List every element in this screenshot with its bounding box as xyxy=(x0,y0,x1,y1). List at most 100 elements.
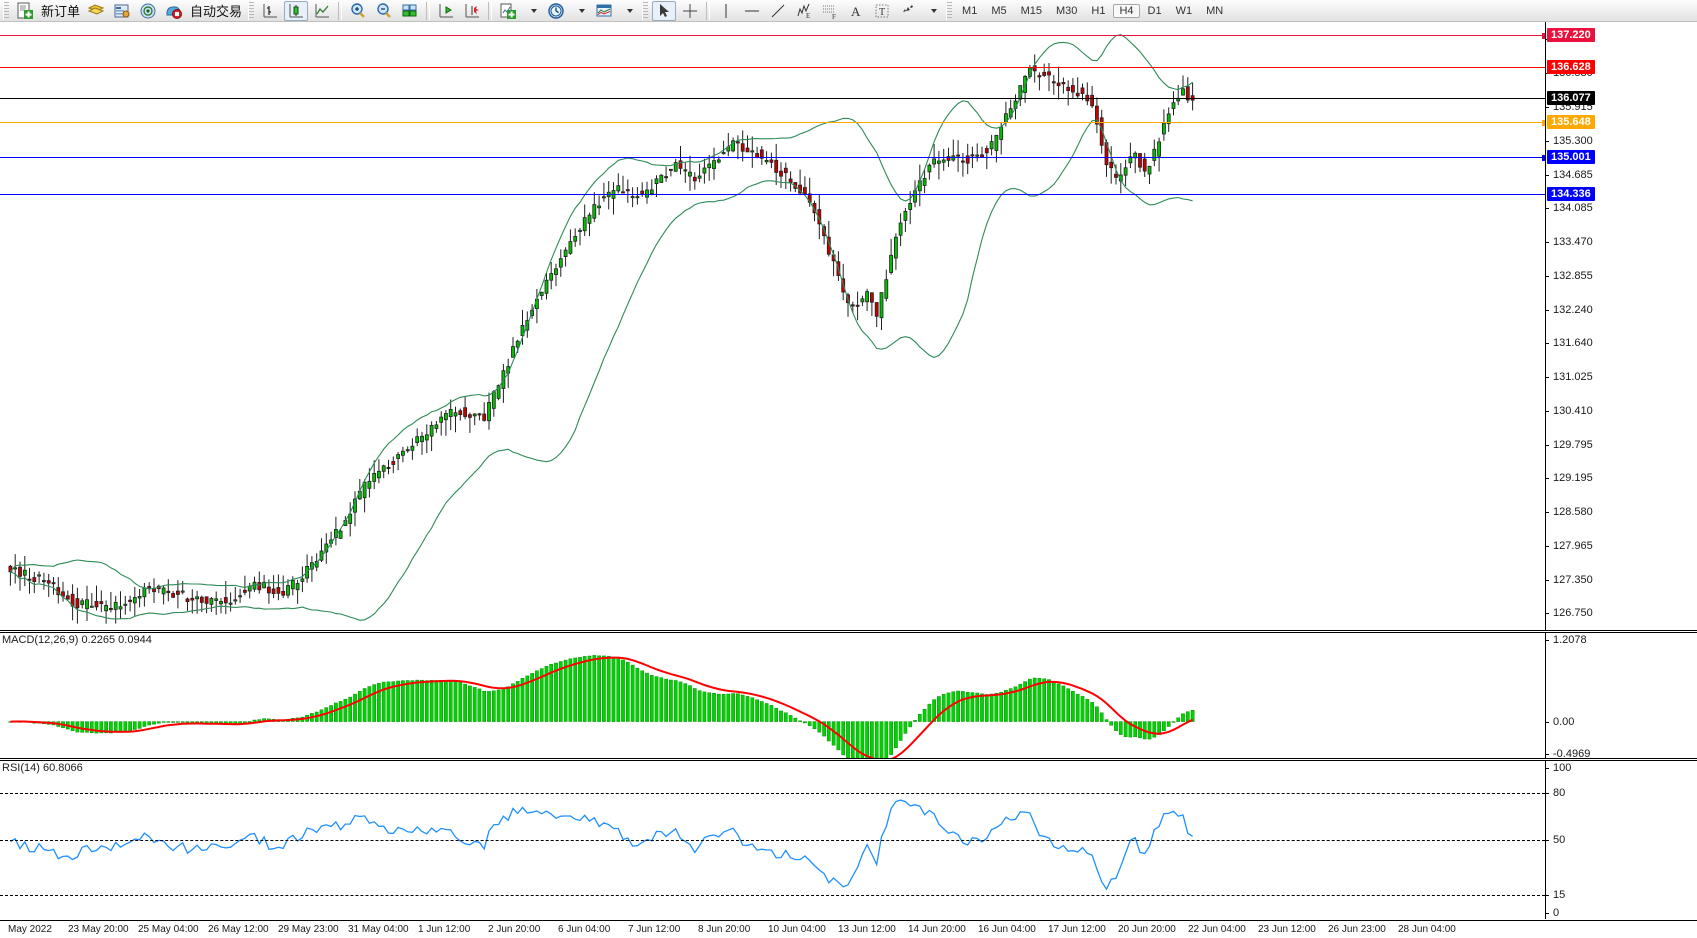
macd-tick-label: 0.00 xyxy=(1553,715,1575,728)
time-axis-label: 17 Jun 12:00 xyxy=(1048,924,1106,935)
price-level-tag[interactable]: 137.220 xyxy=(1547,27,1595,42)
rsi-plot-area[interactable] xyxy=(0,761,1545,919)
price-level-tag[interactable]: 136.628 xyxy=(1547,60,1595,75)
bar-chart-icon[interactable] xyxy=(258,1,282,21)
price-level-line[interactable] xyxy=(0,67,1545,69)
main-toolbar: 新订单 自动交易 xyxy=(0,0,1697,22)
price-level-line[interactable] xyxy=(0,155,1545,162)
rsi-tick xyxy=(1545,768,1549,769)
new-order-label[interactable]: 新订单 xyxy=(41,4,81,19)
price-tick-label: 126.750 xyxy=(1553,607,1593,620)
crosshair-icon[interactable] xyxy=(678,1,702,21)
timeframe-m5[interactable]: M5 xyxy=(991,5,1007,17)
elliott-wave-icon[interactable]: E xyxy=(792,1,816,21)
toolbar-separator-1 xyxy=(338,1,343,20)
time-axis-label: 8 Jun 20:00 xyxy=(698,924,751,935)
toolbar-separator-2 xyxy=(426,1,431,20)
timeframe-w1[interactable]: W1 xyxy=(1175,5,1193,17)
time-axis[interactable]: May 2022 23 May 20:00 25 May 04:00 26 May 1… xyxy=(0,920,1697,938)
text-label-icon[interactable]: T xyxy=(870,1,894,21)
time-axis-label: 6 Jun 04:00 xyxy=(558,924,611,935)
toolbar-grip[interactable] xyxy=(3,1,9,20)
timeframe-h1[interactable]: H1 xyxy=(1091,5,1106,17)
auto-scroll-icon[interactable] xyxy=(460,1,484,21)
time-axis-label: 22 Jun 04:00 xyxy=(1188,924,1246,935)
rsi-tick xyxy=(1545,840,1549,841)
price-level-tag[interactable]: 134.336 xyxy=(1547,187,1595,202)
horizontal-line-icon[interactable] xyxy=(740,1,764,21)
price-tick xyxy=(1545,580,1549,582)
price-level-tag[interactable]: 135.648 xyxy=(1547,114,1595,129)
auto-trading-icon[interactable] xyxy=(162,1,186,21)
timeframe-m15[interactable]: M15 xyxy=(1020,5,1042,17)
fibonacci-icon[interactable]: F xyxy=(818,1,842,21)
price-tick-label: 128.580 xyxy=(1553,506,1593,519)
candlestick-chart-icon[interactable] xyxy=(284,0,309,21)
svg-text:A: A xyxy=(851,4,861,19)
rsi-panel[interactable]: RSI(14) 60.8066 100 80 50 15 0 xyxy=(0,761,1697,919)
macd-plot-area[interactable] xyxy=(0,633,1545,758)
price-level-handle[interactable] xyxy=(1542,155,1545,162)
market-watch-icon[interactable] xyxy=(110,1,134,21)
zoom-in-icon[interactable] xyxy=(346,1,370,21)
price-level-handle[interactable] xyxy=(1542,119,1545,126)
shapes-icon[interactable] xyxy=(896,1,920,21)
timeframe-h4[interactable]: H4 xyxy=(1113,4,1140,18)
time-axis-label: 26 Jun 23:00 xyxy=(1328,924,1386,935)
price-tick xyxy=(1545,309,1549,311)
toolbar-grip-2[interactable] xyxy=(248,1,255,20)
price-tick xyxy=(1545,106,1549,108)
chart-root[interactable]: USDJPY-,H4 136.174 136.246 136.077 136.0… xyxy=(0,22,1697,938)
price-tick xyxy=(1545,478,1549,480)
price-level-line[interactable] xyxy=(0,32,1545,39)
period-icon[interactable] xyxy=(544,1,568,21)
timeframe-mn[interactable]: MN xyxy=(1206,5,1224,17)
templates-caret-icon[interactable] xyxy=(618,1,638,21)
templates-icon[interactable] xyxy=(84,1,108,21)
navigator-icon[interactable] xyxy=(136,1,160,21)
auto-trading-label[interactable]: 自动交易 xyxy=(190,4,243,19)
trendline-icon[interactable] xyxy=(766,1,790,21)
chart-shift-icon[interactable] xyxy=(434,1,458,21)
zoom-out-icon[interactable] xyxy=(372,1,396,21)
price-level-tag[interactable]: 136.077 xyxy=(1547,90,1595,105)
rsi-tick xyxy=(1545,792,1549,794)
shapes-dropdown-icon[interactable] xyxy=(922,1,942,21)
line-chart-icon[interactable] xyxy=(310,1,334,21)
toolbar-grip-4[interactable] xyxy=(946,1,953,20)
price-tick-label: 134.085 xyxy=(1553,201,1593,214)
time-axis-label: 20 Jun 20:00 xyxy=(1118,924,1176,935)
time-axis-label: 28 Jun 04:00 xyxy=(1398,924,1456,935)
panel-separator-1[interactable] xyxy=(0,630,1697,633)
price-axis[interactable]: 137.150136.530135.915135.300134.685134.0… xyxy=(1545,22,1697,630)
price-candles xyxy=(8,34,1195,624)
price-level-tag[interactable]: 135.001 xyxy=(1547,150,1595,165)
tile-windows-icon[interactable] xyxy=(398,1,422,21)
timeframe-m1[interactable]: M1 xyxy=(962,5,978,17)
price-level-line[interactable] xyxy=(0,97,1545,99)
price-level-line[interactable] xyxy=(0,119,1545,126)
price-level-line[interactable] xyxy=(0,194,1545,196)
rsi-tick-label: 100 xyxy=(1553,762,1572,774)
period-dropdown-icon[interactable] xyxy=(570,1,590,21)
indicators-dropdown-icon[interactable] xyxy=(522,1,542,21)
text-icon[interactable]: A xyxy=(844,1,868,21)
price-level-handle[interactable] xyxy=(1542,32,1545,39)
price-panel[interactable]: 137.150136.530135.915135.300134.685134.0… xyxy=(0,22,1697,630)
price-tick xyxy=(1545,613,1549,615)
price-plot-area[interactable] xyxy=(0,22,1545,630)
vertical-line-icon[interactable] xyxy=(714,1,738,21)
timeframe-m30[interactable]: M30 xyxy=(1056,5,1078,17)
indicators-icon[interactable] xyxy=(496,1,520,21)
templates-dropdown-icon[interactable] xyxy=(592,1,616,21)
toolbar-separator-4 xyxy=(706,1,711,20)
macd-axis[interactable]: 1.2078 0.00 -0.4969 xyxy=(1545,633,1697,760)
panel-separator-2[interactable] xyxy=(0,758,1697,761)
price-tick-label: 133.470 xyxy=(1553,235,1593,248)
new-order-icon[interactable] xyxy=(13,1,37,21)
timeframe-d1[interactable]: D1 xyxy=(1147,5,1162,17)
cursor-icon[interactable] xyxy=(652,0,677,21)
macd-panel[interactable]: MACD(12,26,9) 0.2265 0.0944 1.2078 0.00 -0… xyxy=(0,633,1697,760)
toolbar-grip-3[interactable] xyxy=(642,1,649,20)
rsi-axis[interactable]: 100 80 50 15 0 xyxy=(1545,761,1697,919)
